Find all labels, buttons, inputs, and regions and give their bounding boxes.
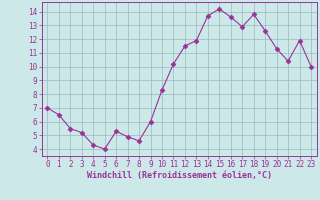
X-axis label: Windchill (Refroidissement éolien,°C): Windchill (Refroidissement éolien,°C) [87, 171, 272, 180]
